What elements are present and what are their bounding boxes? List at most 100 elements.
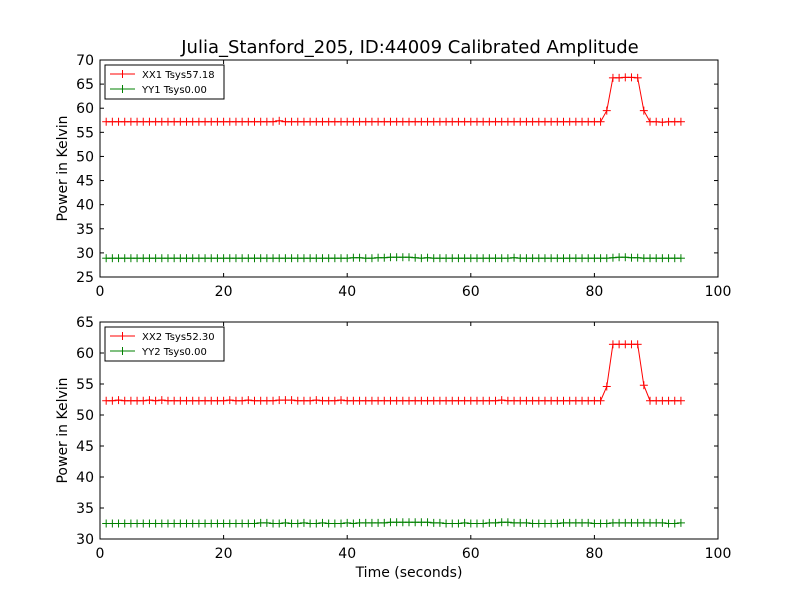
- data-point: [522, 518, 531, 527]
- data-point: [491, 518, 500, 527]
- plot-frame: [99, 321, 719, 540]
- legend: XX1 Tsys57.18 YY1 Tsys0.00: [104, 64, 225, 100]
- data-point: [639, 381, 648, 390]
- data-point: [676, 254, 685, 263]
- data-point: [244, 396, 253, 405]
- y-tick-label: 40: [76, 198, 94, 214]
- data-point: [503, 518, 512, 527]
- y-tick-label: 30: [76, 532, 94, 548]
- data-point: [596, 396, 605, 405]
- data-point: [491, 396, 500, 405]
- data-point: [269, 396, 278, 405]
- data-point: [435, 518, 444, 527]
- x-tick-label: 80: [585, 284, 603, 300]
- data-point: [225, 396, 234, 405]
- data-point: [676, 396, 685, 405]
- y-tick-label: 55: [76, 377, 94, 393]
- data-point: [596, 117, 605, 126]
- y-tick-label: 55: [76, 125, 94, 141]
- data-point: [380, 518, 389, 527]
- y-tick-label: 70: [76, 53, 94, 69]
- y-tick-label: 45: [76, 439, 94, 455]
- x-tick-label: 100: [705, 546, 732, 562]
- data-point: [139, 396, 148, 405]
- data-point: [281, 518, 290, 527]
- x-tick-label: 60: [462, 546, 480, 562]
- data-point: [602, 106, 611, 115]
- legend-label: XX1 Tsys57.18: [142, 70, 215, 81]
- data-point: [250, 519, 259, 528]
- subplot-2: 0 20 40 60 80 100 30 35 40 45 50 55 60 65 Power in Kel…: [55, 315, 731, 581]
- data-point: [299, 518, 308, 527]
- y-tick-label: 45: [76, 174, 94, 190]
- x-tick-label: 80: [585, 546, 603, 562]
- x-tick-label: 0: [96, 284, 105, 300]
- data-point: [633, 73, 642, 82]
- data-point: [293, 519, 302, 528]
- data-point: [157, 396, 166, 405]
- series-1: [102, 340, 685, 405]
- data-point: [312, 519, 321, 528]
- data-point: [633, 340, 642, 349]
- y-tick-label: 50: [76, 408, 94, 424]
- legend-item: YY2 Tsys0.00: [110, 347, 207, 358]
- x-tick-label: 100: [705, 284, 732, 300]
- series-1: [102, 73, 685, 127]
- y-axis-label: Power in Kelvin: [55, 377, 71, 483]
- data-point: [639, 106, 648, 115]
- data-point: [145, 396, 154, 405]
- data-point: [275, 116, 284, 125]
- plot-frame: [99, 59, 719, 278]
- x-tick-label: 20: [215, 284, 233, 300]
- legend-item: YY1 Tsys0.00: [110, 85, 207, 96]
- data-point: [658, 518, 667, 527]
- figure-title: Julia_Stanford_205, ID:44009 Calibrated …: [180, 37, 639, 58]
- data-point: [306, 396, 315, 405]
- data-point: [676, 518, 685, 527]
- x-tick-label: 20: [215, 546, 233, 562]
- y-tick-label: 65: [76, 77, 94, 93]
- data-point: [602, 382, 611, 391]
- legend-box: [104, 64, 225, 100]
- data-point: [312, 396, 321, 405]
- y-tick-label: 65: [76, 315, 94, 331]
- x-tick-label: 60: [462, 284, 480, 300]
- series-2: [102, 253, 685, 263]
- data-point: [423, 518, 432, 527]
- data-point: [343, 518, 352, 527]
- data-point: [670, 519, 679, 528]
- legend-label: XX2 Tsys52.30: [142, 332, 215, 343]
- legend-item: XX1 Tsys57.18: [110, 70, 215, 81]
- data-point: [269, 117, 278, 126]
- data-point: [584, 518, 593, 527]
- legend-box: [104, 326, 225, 362]
- data-point: [497, 396, 506, 405]
- legend: XX2 Tsys52.30 YY2 Tsys0.00: [104, 326, 225, 362]
- data-point: [676, 117, 685, 126]
- x-tick-label: 40: [338, 546, 356, 562]
- data-point: [114, 396, 123, 405]
- data-point: [337, 396, 346, 405]
- data-point: [479, 519, 488, 528]
- legend-label: YY1 Tsys0.00: [141, 85, 207, 96]
- data-point: [238, 396, 247, 405]
- data-point: [602, 519, 611, 528]
- y-tick-label: 40: [76, 470, 94, 486]
- x-axis-label: Time (seconds): [355, 565, 463, 581]
- data-point: [460, 518, 469, 527]
- y-axis-label: Power in Kelvin: [55, 115, 71, 221]
- y-tick-label: 25: [76, 270, 94, 286]
- subplot-1: 0 20 40 60 80 100 25 30 35 40 45 50 55 60 65 70 Power in…: [55, 53, 731, 300]
- data-point: [262, 518, 271, 527]
- data-point: [219, 396, 228, 405]
- legend-item: XX2 Tsys52.30: [110, 332, 215, 343]
- y-tick-label: 60: [76, 346, 94, 362]
- series-2: [102, 518, 685, 528]
- y-tick-label: 60: [76, 101, 94, 117]
- y-tick-label: 50: [76, 149, 94, 165]
- x-tick-label: 0: [96, 546, 105, 562]
- x-tick-label: 40: [338, 284, 356, 300]
- data-point: [287, 396, 296, 405]
